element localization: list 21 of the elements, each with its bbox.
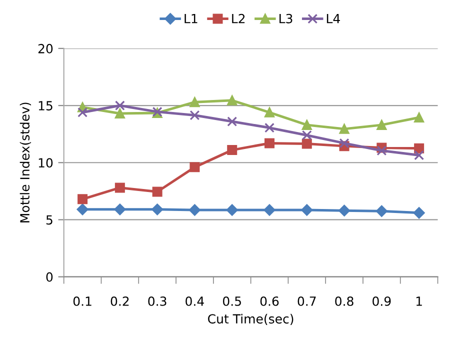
x-tick-label: 0.6: [260, 296, 279, 306]
x-tick-label: 0.2: [110, 296, 129, 306]
x-tick-label: 0.9: [372, 296, 391, 306]
y-tick-label: 5: [46, 215, 52, 225]
legend-label: L3: [280, 14, 292, 24]
x-tick-label: 0.5: [222, 296, 241, 306]
x-tick-label: 0.3: [148, 296, 166, 306]
x-tick-label: 0.7: [298, 296, 316, 306]
y-axis-title: Mottle Index(stdev): [20, 102, 32, 222]
x-tick-label: 0.1: [73, 296, 92, 306]
legend-label: L1: [184, 14, 198, 24]
y-tick-label: 20: [38, 44, 53, 54]
legend-label: L2: [232, 14, 245, 24]
y-tick-label: 10: [38, 158, 53, 168]
legend-label: L4: [326, 14, 340, 24]
y-tick-label: 0: [46, 272, 53, 282]
x-tick-label: 1: [416, 296, 422, 306]
x-tick-label: 0.4: [186, 296, 204, 306]
x-tick-label: 0.8: [335, 296, 354, 306]
x-axis-title: Cut Time(sec): [208, 314, 294, 326]
y-tick-label: 15: [38, 101, 52, 110]
